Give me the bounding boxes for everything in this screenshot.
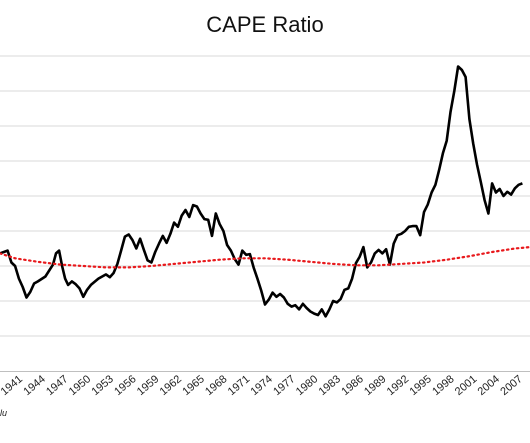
x-tick-label: 2004 bbox=[476, 373, 502, 398]
x-tick-label: 1977 bbox=[271, 373, 297, 398]
series-group bbox=[0, 65, 530, 318]
x-tick-label: 1956 bbox=[112, 373, 138, 398]
x-tick-label: 1989 bbox=[362, 373, 388, 398]
x-tick-label: 1953 bbox=[89, 373, 115, 398]
x-tick-label: 1980 bbox=[294, 373, 320, 398]
x-tick-label: 1995 bbox=[407, 373, 433, 398]
x-tick-label: 1941 bbox=[0, 373, 25, 398]
x-tick-label: 1944 bbox=[21, 373, 47, 398]
x-axis-tick-labels: 1941194419471950195319561959196219651968… bbox=[0, 373, 525, 398]
x-tick-label: 1968 bbox=[203, 373, 229, 398]
x-tick-label: 1962 bbox=[158, 373, 184, 398]
x-tick-label: 1950 bbox=[67, 373, 93, 398]
x-tick-label: 1986 bbox=[339, 373, 365, 398]
x-tick-label: 1971 bbox=[226, 373, 252, 398]
x-tick-label: 1998 bbox=[430, 373, 456, 398]
credit-group: lu bbox=[0, 408, 7, 418]
x-tick-label: 2001 bbox=[453, 373, 479, 398]
x-tick-label: 1959 bbox=[135, 373, 161, 398]
x-tick-label: 2007 bbox=[498, 373, 524, 398]
chart-title: CAPE Ratio bbox=[206, 12, 324, 37]
source-credit: lu bbox=[0, 408, 7, 418]
x-tick-label: 1974 bbox=[248, 373, 274, 398]
x-tick-label: 1965 bbox=[180, 373, 206, 398]
gridlines bbox=[0, 55, 530, 372]
cape-line bbox=[0, 65, 523, 318]
x-tick-label: 1947 bbox=[44, 373, 70, 398]
x-tick-label: 1992 bbox=[385, 373, 411, 398]
average-dotted-line bbox=[0, 246, 530, 269]
x-tick-label: 1983 bbox=[317, 373, 343, 398]
